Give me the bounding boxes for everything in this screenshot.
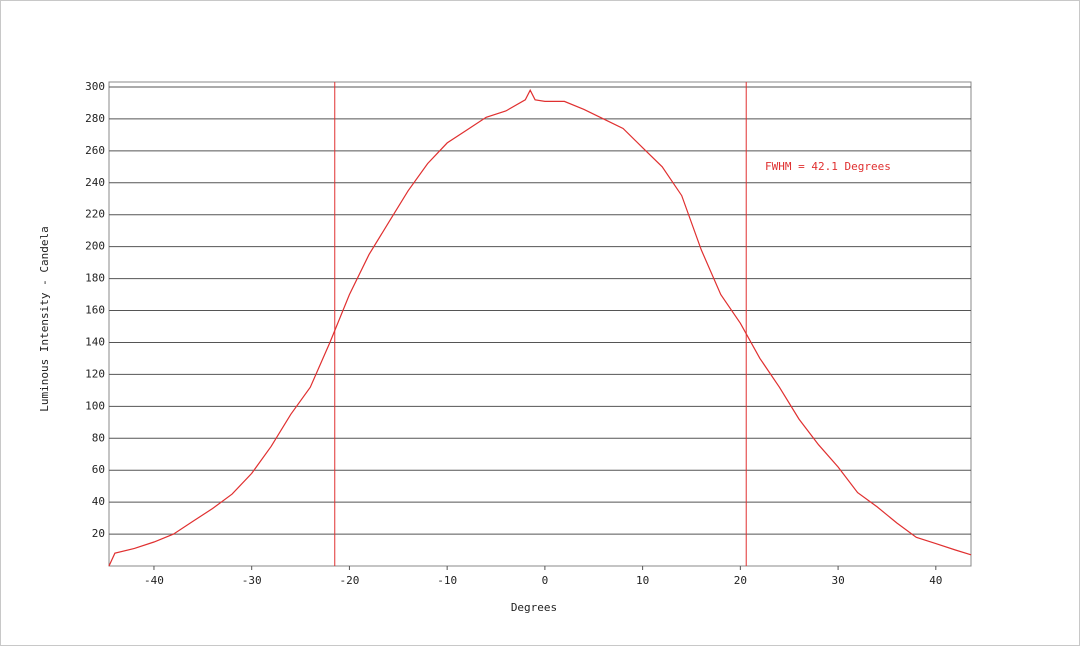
x-tick-label: -40 [144, 574, 164, 587]
x-tick-label: 0 [542, 574, 549, 587]
y-tick-label: 240 [85, 176, 105, 189]
plot-area [108, 81, 972, 567]
y-tick-label: 160 [85, 304, 105, 317]
x-tick-label: 10 [636, 574, 649, 587]
data-line [108, 88, 972, 567]
y-tick-label: 60 [92, 463, 105, 476]
x-tick-label: -30 [242, 574, 262, 587]
x-tick-label: 40 [929, 574, 942, 587]
y-tick-label: 20 [92, 527, 105, 540]
y-tick-label: 40 [92, 495, 105, 508]
y-tick-label: 80 [92, 431, 105, 444]
y-tick-label: 120 [85, 367, 105, 380]
x-tick-label: -20 [339, 574, 359, 587]
y-tick-label: 260 [85, 144, 105, 157]
y-tick-label: 280 [85, 112, 105, 125]
y-tick-label: 300 [85, 80, 105, 93]
x-axis-label: Degrees [511, 601, 557, 614]
y-tick-label: 220 [85, 208, 105, 221]
x-tick-label: 20 [734, 574, 747, 587]
y-tick-label: 180 [85, 272, 105, 285]
y-axis-label: Luminous Intensity - Candela [38, 226, 51, 411]
y-tick-label: 100 [85, 399, 105, 412]
annotation: FWHM = 42.1 Degrees [765, 160, 891, 173]
x-tick-label: -10 [437, 574, 457, 587]
y-tick-label: 200 [85, 240, 105, 253]
x-tick-label: 30 [831, 574, 844, 587]
y-tick-label: 140 [85, 335, 105, 348]
